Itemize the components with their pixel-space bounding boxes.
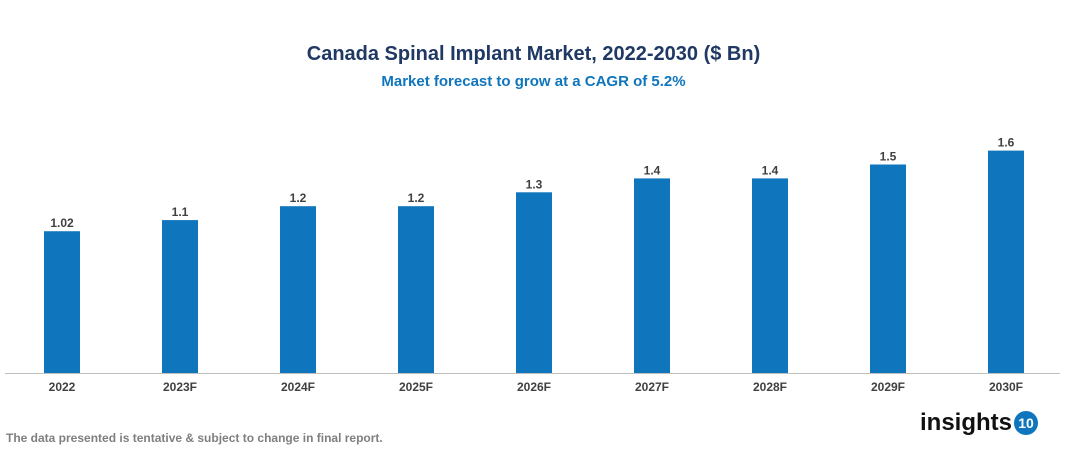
insights10-logo: insights 10 [920, 409, 1039, 437]
bar-2027F [634, 178, 670, 373]
disclaimer-note: The data presented is tentative & subjec… [6, 431, 383, 445]
data-label-2028F: 1.4 [762, 163, 779, 177]
bar-2025F [398, 206, 434, 373]
bar-2029F [870, 164, 906, 373]
x-tick-label-2024F: 2024F [281, 380, 315, 394]
logo-badge: 10 [1014, 411, 1039, 435]
data-label-2024F: 1.2 [290, 191, 307, 205]
x-tick-label-2030F: 2030F [989, 380, 1023, 394]
x-tick-label-2026F: 2026F [517, 380, 551, 394]
data-label-2022: 1.02 [50, 216, 74, 230]
x-tick-label-2025F: 2025F [399, 380, 433, 394]
x-tick-label-2028F: 2028F [753, 380, 787, 394]
data-label-2029F: 1.5 [880, 150, 897, 164]
bar-2024F [280, 206, 316, 373]
logo-text: insights [920, 409, 1013, 436]
chart-subtitle: Market forecast to grow at a CAGR of 5.2… [381, 73, 686, 90]
data-label-2027F: 1.4 [644, 163, 661, 177]
data-label-2026F: 1.3 [526, 177, 543, 191]
bar-2026F [516, 192, 552, 373]
bar-2030F [988, 150, 1024, 373]
data-label-2030F: 1.6 [998, 136, 1015, 150]
bar-2023F [162, 220, 198, 373]
x-tick-label-2022: 2022 [49, 380, 76, 394]
bar-2028F [752, 178, 788, 373]
data-label-2023F: 1.1 [172, 205, 189, 219]
x-tick-label-2029F: 2029F [871, 380, 905, 394]
data-label-2025F: 1.2 [408, 191, 425, 205]
x-tick-label-2027F: 2027F [635, 380, 669, 394]
bar-2022 [44, 231, 80, 373]
x-tick-label-2023F: 2023F [163, 380, 197, 394]
chart-title: Canada Spinal Implant Market, 2022-2030 … [306, 43, 761, 65]
